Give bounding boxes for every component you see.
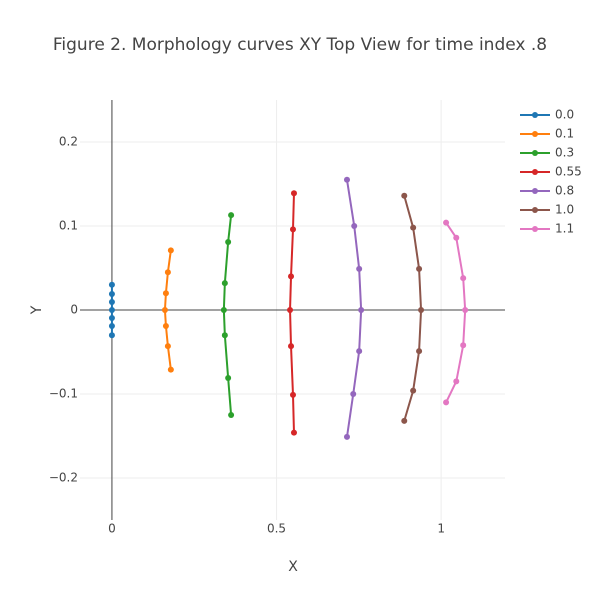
legend-label: 0.0 [555,108,574,122]
point [167,247,174,254]
point [108,307,115,313]
x-tick-label: 1 [437,522,445,536]
point [358,307,365,313]
legend-label: 1.0 [555,203,574,217]
point [351,223,358,229]
y-tick-label: −0.2 [49,471,78,485]
legend-marker [532,169,538,175]
point [220,307,227,313]
point [164,269,171,276]
point [356,348,363,355]
legend-marker [532,150,538,156]
point [287,307,294,313]
point [460,342,467,349]
point [221,280,228,287]
chart-title: Figure 2. Morphology curves XY Top View … [53,35,547,55]
point [225,238,232,245]
point [167,366,174,373]
point [410,387,417,394]
legend-label: 1.1 [555,222,574,236]
series-line [222,214,233,416]
point [401,417,408,424]
x-tick-label: 0.5 [267,522,286,536]
point [453,378,460,385]
y-tick-label: 0.2 [59,135,78,149]
y-tick-label: 0 [70,303,78,317]
point [350,391,357,397]
point [162,290,169,297]
point [288,273,295,280]
point [288,343,295,350]
point [416,265,423,272]
point [221,332,228,339]
legend-label: 0.55 [555,165,582,179]
point [161,307,168,313]
x-axis-label: X [288,559,298,575]
point [108,322,115,329]
point [343,433,350,440]
point [164,343,171,350]
point [228,212,235,219]
point [225,375,232,382]
point [108,332,115,339]
point [462,307,469,313]
x-tick-label: 0 [108,522,116,536]
point [162,322,169,329]
point [290,190,297,197]
point [356,265,363,272]
point [410,224,417,231]
legend-label: 0.3 [555,146,574,160]
point [108,314,115,321]
legend-marker [532,112,538,118]
y-tick-label: −0.1 [49,387,78,401]
y-axis-label: Y [29,305,45,315]
point [228,412,235,418]
series-line [445,222,467,403]
point [290,429,297,436]
point [418,307,425,313]
point [289,391,296,398]
point [289,226,296,233]
point [401,192,408,199]
point [443,399,450,406]
legend-label: 0.1 [555,127,574,141]
point [108,291,115,298]
point [416,348,423,355]
legend-label: 0.8 [555,184,574,198]
point [108,299,115,306]
y-tick-label: 0.1 [59,219,78,233]
point [343,176,350,183]
legend-marker [532,131,538,137]
point [443,219,450,226]
legend-marker [532,226,538,232]
point [453,234,460,241]
legend-marker [532,207,538,213]
legend-marker [532,188,538,194]
point [108,281,115,288]
point [460,275,467,282]
